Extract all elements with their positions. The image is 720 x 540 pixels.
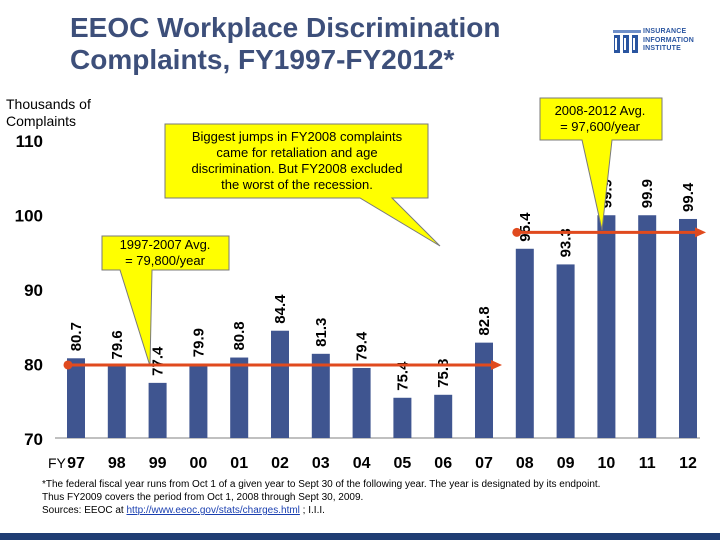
value-label: 75.4 xyxy=(394,361,411,391)
x-tick-label: 02 xyxy=(271,455,289,472)
callout-center: Biggest jumps in FY2008 complaints came … xyxy=(164,123,441,247)
value-label: 99.4 xyxy=(680,182,697,212)
bar xyxy=(679,218,697,438)
x-tick-label: 05 xyxy=(394,455,412,472)
average-line-arrowhead xyxy=(491,359,502,370)
x-tick-label: 97 xyxy=(67,455,85,472)
callout-right-shape xyxy=(539,97,663,231)
bar xyxy=(311,353,330,438)
bar xyxy=(107,366,126,438)
value-label: 79.6 xyxy=(109,330,126,359)
x-tick-label: 01 xyxy=(230,455,248,472)
value-label: 79.9 xyxy=(190,328,207,357)
bar xyxy=(638,215,657,438)
value-label: 95.4 xyxy=(517,212,534,242)
callout-center-line-2: came for retaliation and age xyxy=(216,145,377,160)
footnote: *The federal fiscal year runs from Oct 1… xyxy=(42,478,702,517)
title-line-2: Complaints, FY1997-FY2012* xyxy=(70,44,455,75)
value-label: 75.8 xyxy=(435,359,452,388)
average-line-dot xyxy=(63,360,73,370)
bar-series xyxy=(67,215,697,438)
x-tick-label: 12 xyxy=(679,455,697,472)
bottom-rule xyxy=(0,533,720,540)
source-suffix: ; I.I.I. xyxy=(299,505,325,516)
bar xyxy=(475,342,493,438)
average-line-dot xyxy=(512,227,522,237)
value-label: 84.4 xyxy=(272,294,289,324)
y-tick-label: 80 xyxy=(24,356,43,375)
bar xyxy=(597,215,616,438)
footnote-line-1: *The federal fiscal year runs from Oct 1… xyxy=(42,479,601,490)
bar xyxy=(271,330,289,438)
title-line-1: EEOC Workplace Discrimination xyxy=(70,12,501,43)
callout-center-line-1: Biggest jumps in FY2008 complaints xyxy=(192,129,403,144)
bar xyxy=(556,264,575,438)
y-tick-label: 70 xyxy=(24,430,43,449)
callout-left: 1997-2007 Avg. = 79,800/year xyxy=(101,235,230,367)
x-tick-label: 03 xyxy=(312,455,330,472)
y-axis-ticks: 70 80 90 100 110 xyxy=(15,132,43,449)
logo-line-3: INSTITUTE xyxy=(643,45,681,52)
x-tick-label: 00 xyxy=(190,455,208,472)
source-link[interactable]: http://www.eeoc.gov/stats/charges.html xyxy=(126,505,300,516)
x-tick-label: 11 xyxy=(639,455,656,472)
callout-left-line-2: = 79,800/year xyxy=(125,253,206,268)
logo-line-1: INSURANCE xyxy=(643,28,687,35)
callout-right-line-1: 2008-2012 Avg. xyxy=(555,103,646,118)
bar xyxy=(434,394,453,438)
x-tick-label: 07 xyxy=(475,455,493,472)
footnote-line-3: Sources: EEOC at http://www.eeoc.gov/sta… xyxy=(42,504,702,517)
value-label: 80.8 xyxy=(231,321,248,350)
logo-line-2: INFORMATION xyxy=(643,36,695,44)
value-label: 93.3 xyxy=(558,228,575,257)
iii-logo: INSURANCE INFORMATION INSTITUTE xyxy=(612,28,712,58)
x-tick-label: 09 xyxy=(557,455,575,472)
callout-center-line-4: the worst of the recession. xyxy=(221,177,373,192)
bar xyxy=(352,367,371,438)
callout-center-shape xyxy=(164,123,441,247)
value-label: 80.7 xyxy=(68,322,85,351)
footnote-line-2: Thus FY2009 covers the period from Oct 1… xyxy=(42,492,364,503)
callout-right: 2008-2012 Avg. = 97,600/year xyxy=(539,97,663,231)
y-tick-label: 100 xyxy=(15,207,43,226)
x-tick-label: 99 xyxy=(149,455,167,472)
value-label: 99.9 xyxy=(639,179,656,208)
callout-left-line-1: 1997-2007 Avg. xyxy=(120,237,211,252)
y-tick-label: 110 xyxy=(16,132,43,151)
page-title: EEOC Workplace Discrimination Complaints… xyxy=(70,12,590,76)
average-line-arrowhead xyxy=(695,227,706,238)
y-axis-title-line-1: Thousands of xyxy=(6,96,91,112)
x-tick-label: 04 xyxy=(353,455,371,472)
bar xyxy=(67,358,85,438)
callout-right-line-2: = 97,600/year xyxy=(560,119,641,134)
bar xyxy=(148,382,167,438)
bar xyxy=(393,397,412,438)
source-prefix: Sources: EEOC at xyxy=(42,505,127,516)
x-tick-label: 06 xyxy=(434,455,452,472)
value-label: 81.3 xyxy=(313,318,330,347)
y-axis-title: Thousands of Complaints xyxy=(6,96,91,130)
x-axis-labels: 97 98 99 00 01 02 03 04 05 06 07 08 09 10 11 12 FY xyxy=(48,455,697,472)
bar xyxy=(189,364,208,438)
callout-left-shape xyxy=(101,235,230,367)
value-label: 77.4 xyxy=(150,346,167,376)
x-tick-label: 08 xyxy=(516,455,534,472)
y-tick-label: 90 xyxy=(24,281,43,300)
callout-center-line-3: discrimination. But FY2008 excluded xyxy=(191,161,402,176)
iii-logo-icon xyxy=(613,30,641,53)
x-axis-prefix: FY xyxy=(48,455,67,471)
value-label: 79.4 xyxy=(354,331,371,361)
bar xyxy=(515,248,534,438)
average-lines xyxy=(63,227,706,370)
x-tick-label: 98 xyxy=(108,455,126,472)
y-axis-title-line-2: Complaints xyxy=(6,113,77,129)
bar xyxy=(230,357,249,438)
x-tick-label: 10 xyxy=(598,455,616,472)
logo-text: INSURANCE INFORMATION INSTITUTE xyxy=(643,28,694,54)
value-label: 82.8 xyxy=(476,306,493,335)
